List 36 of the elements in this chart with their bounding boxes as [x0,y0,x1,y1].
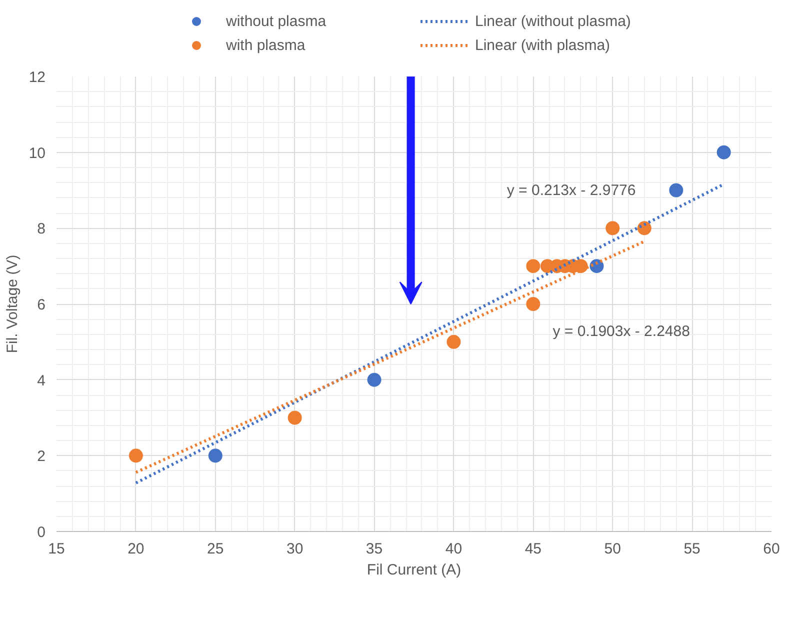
legend-label: Linear (without plasma) [475,12,632,30]
point [669,183,684,198]
annotation: y = 0.1903x - 2.2488 [552,322,690,340]
legend-label: with plasma [226,36,306,54]
point [288,410,302,425]
x-tick-label: 50 [604,540,621,558]
y-tick-label: 6 [37,296,46,314]
x-tick-label: 20 [128,540,144,558]
x-tick-label: 35 [366,540,383,558]
point [526,259,540,274]
y-tick-label: 8 [37,220,46,238]
x-tick-label: 40 [445,540,462,558]
x-tick-label: 55 [684,540,700,558]
annotation: y = 0.213x - 2.9776 [506,182,636,199]
y-tick-label: 12 [28,69,46,86]
x-tick-label: 60 [763,540,780,558]
x-tick-label: 15 [48,540,65,558]
legend-label: without plasma [226,12,328,30]
point [128,448,143,463]
y-tick-label: 0 [37,524,46,541]
point [637,221,652,236]
point [446,334,461,349]
x-axis-title: Fil Current (A) [366,562,462,578]
point [526,297,540,311]
point [716,145,731,160]
point [208,448,222,463]
x-tick-label: 30 [286,540,304,558]
y-tick-label: 10 [28,144,46,162]
x-tick-label: 45 [524,540,542,558]
y-tick-label: 4 [37,372,46,390]
point [606,221,620,236]
legend-label: Linear (with plasma) [475,36,612,54]
y-tick-label: 2 [37,448,46,466]
y-axis-title: Fil. Voltage (V) [4,254,21,354]
point [367,372,382,387]
x-tick-label: 25 [207,540,224,558]
